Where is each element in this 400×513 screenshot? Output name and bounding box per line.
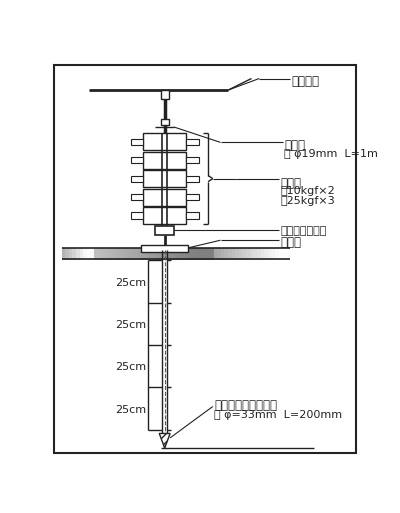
Bar	[143, 152, 186, 169]
Bar	[131, 175, 143, 182]
Bar	[131, 139, 143, 145]
Bar	[127, 248, 131, 260]
Bar	[186, 157, 199, 163]
Bar	[102, 248, 106, 260]
Bar	[123, 248, 127, 260]
Bar	[232, 248, 236, 260]
Bar	[196, 248, 200, 260]
Text: ロッド: ロッド	[284, 140, 305, 152]
Bar	[62, 248, 66, 260]
Bar	[159, 248, 163, 260]
Bar	[161, 90, 168, 100]
Bar	[87, 248, 91, 260]
Text: ・ φ19mm  L=1m: ・ φ19mm L=1m	[284, 149, 378, 159]
Bar	[257, 248, 261, 260]
Text: 載荷用クランプ: 載荷用クランプ	[280, 226, 326, 236]
Bar	[246, 248, 250, 260]
Bar	[186, 212, 199, 219]
Bar	[271, 248, 275, 260]
Bar	[105, 248, 109, 260]
Bar	[177, 248, 181, 260]
Bar	[131, 194, 143, 200]
Bar	[112, 248, 116, 260]
Bar	[109, 248, 113, 260]
Bar	[250, 248, 254, 260]
Bar	[203, 248, 207, 260]
Bar	[134, 248, 138, 260]
Bar	[143, 170, 186, 187]
Bar	[186, 175, 199, 182]
Text: 25cm: 25cm	[115, 320, 146, 330]
Polygon shape	[159, 433, 170, 448]
Bar	[143, 207, 186, 224]
Bar	[116, 248, 120, 260]
Bar	[228, 248, 232, 260]
Bar	[184, 248, 188, 260]
Bar	[131, 212, 143, 219]
Bar	[138, 248, 142, 260]
Bar	[268, 248, 272, 260]
Text: スクリューポイント: スクリューポイント	[214, 399, 277, 412]
Bar	[235, 248, 239, 260]
Bar	[206, 248, 210, 260]
Bar	[80, 248, 84, 260]
Bar	[90, 248, 94, 260]
Bar	[253, 248, 257, 260]
Bar	[76, 248, 80, 260]
Text: ハンドル: ハンドル	[292, 75, 320, 88]
Bar	[130, 248, 134, 260]
Text: ・ φ=33mm  L=200mm: ・ φ=33mm L=200mm	[214, 409, 342, 420]
Bar	[186, 139, 199, 145]
Text: 25cm: 25cm	[115, 278, 146, 288]
Bar	[214, 248, 218, 260]
Text: ・10kgf×2: ・10kgf×2	[280, 186, 335, 196]
Bar	[120, 248, 124, 260]
Text: 25cm: 25cm	[115, 362, 146, 372]
Bar	[170, 248, 174, 260]
Bar	[155, 226, 174, 235]
Bar	[260, 248, 264, 260]
Text: 25cm: 25cm	[115, 405, 146, 415]
Bar	[174, 248, 178, 260]
Bar	[181, 248, 185, 260]
Bar	[152, 248, 156, 260]
Bar	[143, 189, 186, 206]
Text: ・25kgf×3: ・25kgf×3	[280, 195, 335, 206]
Bar	[264, 248, 268, 260]
Bar	[72, 248, 76, 260]
Bar	[156, 248, 160, 260]
Bar	[239, 248, 243, 260]
Bar	[224, 248, 228, 260]
Bar	[141, 248, 145, 260]
Bar	[142, 245, 188, 252]
Bar	[186, 194, 199, 200]
Text: 底　板: 底 板	[280, 236, 301, 249]
Bar	[94, 248, 98, 260]
Bar	[131, 157, 143, 163]
Bar	[192, 248, 196, 260]
Bar	[161, 120, 168, 126]
Bar	[83, 248, 87, 260]
Bar	[217, 248, 221, 260]
Bar	[166, 248, 170, 260]
Bar	[275, 248, 279, 260]
Bar	[188, 248, 192, 260]
Bar	[69, 248, 73, 260]
Bar	[65, 248, 69, 260]
Bar	[199, 248, 203, 260]
Bar	[210, 248, 214, 260]
Bar	[242, 248, 246, 260]
Bar	[98, 248, 102, 260]
Bar	[148, 248, 152, 260]
Bar	[221, 248, 225, 260]
Bar	[163, 248, 167, 260]
Bar	[145, 248, 149, 260]
Bar	[143, 133, 186, 150]
Text: お若り: お若り	[280, 177, 301, 190]
